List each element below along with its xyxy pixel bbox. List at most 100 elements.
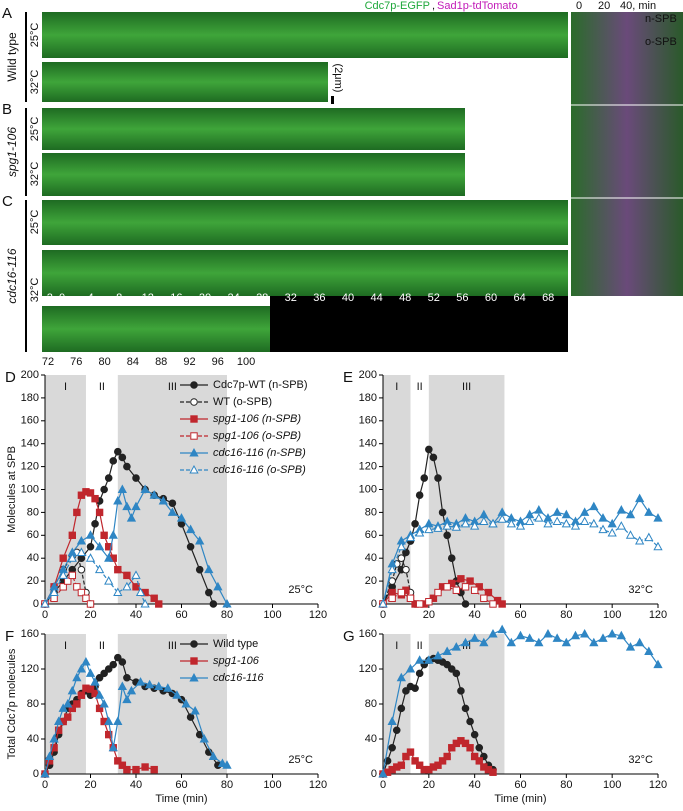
y-tick-label: 80 (27, 698, 39, 710)
point (411, 684, 419, 693)
point (415, 491, 424, 500)
point (498, 600, 506, 608)
time-label: 60 (485, 292, 497, 304)
point (126, 513, 137, 522)
point (105, 543, 113, 551)
x-tick-label: 20 (84, 779, 96, 791)
point (104, 665, 113, 673)
point (67, 553, 77, 562)
point (424, 524, 434, 534)
point (451, 642, 461, 651)
y-axis-label: Total Cdc7p molecules (6, 648, 18, 759)
temp-label: 32°C (29, 162, 41, 187)
point (405, 663, 416, 673)
point (525, 633, 535, 642)
point (534, 505, 544, 514)
x-tick-label: 100 (603, 779, 621, 791)
x-tick-label: 60 (514, 609, 526, 621)
point (625, 530, 636, 539)
point (433, 523, 443, 532)
point (190, 705, 200, 715)
time-label: 24 (227, 292, 239, 304)
point (149, 490, 159, 499)
point (598, 513, 608, 522)
point (378, 768, 388, 778)
point (443, 660, 451, 669)
y-tick-label: 100 (21, 483, 39, 495)
x-tick-label: 80 (560, 609, 572, 621)
point (131, 501, 141, 511)
legend-label: spg1-106 (o-SPB) (213, 430, 301, 442)
y-tick-label: 20 (365, 575, 377, 587)
point (131, 570, 141, 579)
point (59, 583, 67, 591)
point (118, 658, 127, 666)
point (132, 474, 140, 482)
phase-label: III (168, 640, 177, 652)
point (525, 516, 535, 526)
point (561, 518, 571, 528)
y-tick-label: 40 (27, 733, 39, 745)
point (644, 532, 654, 542)
y-tick-label: 0 (371, 598, 377, 610)
point (488, 628, 498, 638)
point (543, 518, 553, 528)
legend-label: spg1-106 (213, 655, 260, 667)
point (442, 646, 452, 655)
header-green: Cdc7p-EGFP (365, 0, 430, 12)
point (82, 594, 90, 602)
x-tick-label: 0 (42, 779, 48, 791)
point (570, 630, 581, 640)
point (49, 587, 59, 597)
x-tick-label: 20 (423, 779, 435, 791)
point (515, 521, 526, 530)
point (122, 501, 132, 511)
point (411, 757, 419, 765)
point (126, 685, 137, 695)
time-label: 76 (70, 356, 82, 368)
point (425, 445, 433, 454)
point (68, 704, 76, 713)
point (104, 474, 113, 482)
point (475, 743, 484, 752)
point (447, 665, 456, 673)
point (443, 583, 451, 591)
point (59, 554, 67, 562)
y-tick-label: 140 (21, 438, 39, 450)
temp-label: 25°C (29, 23, 41, 48)
y-tick-label: 120 (21, 461, 39, 473)
point (181, 698, 191, 708)
point (117, 681, 127, 690)
point (552, 633, 562, 642)
phase-label: III (462, 381, 471, 393)
point (457, 575, 465, 583)
point (644, 507, 654, 516)
point (123, 462, 131, 471)
legend-marker (190, 657, 198, 665)
point (434, 474, 442, 482)
y-tick-label: 0 (371, 768, 377, 780)
point (589, 518, 599, 528)
legend-label: cdc16-116 (213, 672, 264, 684)
point (415, 600, 424, 608)
phase-label: II (99, 381, 105, 393)
point (114, 757, 122, 765)
x-tick-label: 40 (130, 779, 142, 791)
point (497, 514, 507, 523)
point (195, 535, 205, 545)
point (653, 513, 663, 522)
point (85, 553, 96, 562)
point (95, 704, 104, 713)
temp-label: 25°C (29, 117, 41, 142)
point (616, 521, 626, 530)
time-label: 8 (116, 292, 122, 304)
y-tick-label: 180 (359, 392, 377, 404)
point (580, 516, 590, 526)
y-tick-label: 200 (21, 369, 39, 381)
annotation: 25°C (288, 584, 313, 596)
x-tick-label: 40 (469, 779, 481, 791)
point (607, 518, 617, 528)
time-label: 100 (237, 356, 255, 368)
point (141, 763, 149, 771)
y-tick-label: 120 (359, 663, 377, 675)
